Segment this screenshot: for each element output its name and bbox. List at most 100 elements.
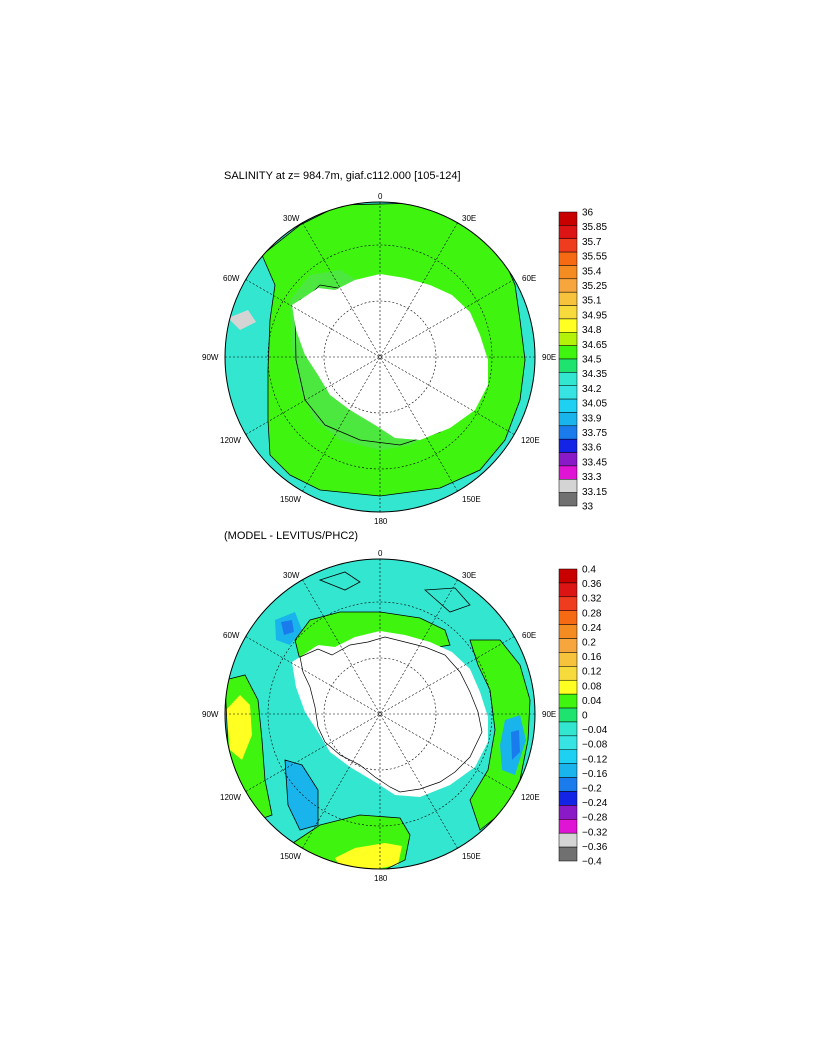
- top-colorbar-swatch: [558, 438, 578, 453]
- bottom-colorbar-swatch: [558, 749, 578, 764]
- bottom-colorbar-swatch: [558, 832, 578, 848]
- bottom-colorbar-swatch: [558, 582, 578, 598]
- bottom-colorbar-label: −0.32: [582, 827, 608, 838]
- bottom-colorbar: 0.4 0.36 0.32 0.28 0.24 0.2 0.16 0.12 0.08 0.04 0 −…: [558, 565, 608, 868]
- bottom-lon-labels: 0 30E 60E 90E 120E 150E 180 150W 120W 90…: [202, 549, 556, 883]
- top-lon-label: 150W: [280, 495, 301, 504]
- top-colorbar-label: 35.7: [582, 237, 602, 248]
- top-colorbar-swatch: [558, 305, 578, 320]
- top-colorbar-swatch: [558, 479, 578, 493]
- bottom-colorbar-swatch: [558, 735, 578, 751]
- bottom-map-border: [224, 558, 536, 870]
- top-colorbar-label: 35.55: [582, 252, 607, 263]
- bottom-colorbar-label: 0.32: [582, 594, 602, 605]
- bottom-lon-label: 150E: [462, 852, 481, 861]
- bottom-colorbar-label: 0.12: [582, 667, 602, 678]
- top-gray-patch: [228, 310, 256, 330]
- top-colorbar: 36 35.85 35.7 35.55 35.4 35.25 35.1 34.95 34.8 34…: [558, 208, 607, 513]
- bottom-lon-label: 30W: [283, 571, 300, 580]
- bottom-lon-label: 0: [378, 549, 383, 558]
- bottom-colorbar-label: −0.04: [582, 725, 608, 736]
- bottom-colorbar-label: 0.24: [582, 623, 602, 634]
- top-colorbar-label: 34.65: [582, 340, 607, 351]
- bottom-green-east: [470, 640, 530, 830]
- top-lon-label: 180: [374, 517, 388, 526]
- top-colorbar-label: 34.5: [582, 355, 602, 366]
- top-colorbar-label: 35.4: [582, 266, 602, 277]
- top-colorbar-swatch: [558, 452, 578, 467]
- bottom-lon-label: 90W: [202, 710, 219, 719]
- bottom-colorbar-swatch: [558, 763, 578, 778]
- bottom-colorbar-label: −0.24: [582, 798, 608, 809]
- top-lon-labels: 0 30E 60E 90E 120E 150E 180 150W 120W 90…: [202, 192, 556, 526]
- bottom-colorbar-label: 0.04: [582, 696, 602, 707]
- bottom-colorbar-label: 0: [582, 711, 588, 722]
- bottom-colorbar-label: 0.36: [582, 579, 602, 590]
- top-lon-label: 60W: [223, 274, 240, 283]
- top-colorbar-label: 35.1: [582, 296, 602, 307]
- bottom-colorbar-swatch: [558, 568, 578, 584]
- bottom-lon-label: 30E: [462, 571, 476, 580]
- top-colorbar-swatch: [558, 332, 578, 346]
- bottom-colorbar-swatch: [558, 805, 578, 820]
- top-lon-label: 30E: [462, 214, 476, 223]
- top-colorbar-swatch: [558, 492, 578, 507]
- bottom-colorbar-swatch: [558, 679, 578, 695]
- bottom-graticule: [225, 559, 535, 869]
- bottom-map-title: (MODEL - LEVITUS/PHC2): [224, 530, 359, 542]
- bottom-colorbar-swatch: [558, 707, 578, 723]
- bottom-colorbar-label: 0.08: [582, 681, 602, 692]
- top-lon-label: 120W: [220, 436, 241, 445]
- top-map-border: [224, 201, 536, 513]
- top-map-title: SALINITY at z= 984.7m, giaf.c112.000 [10…: [224, 170, 461, 182]
- bottom-yellow-west: [226, 695, 252, 760]
- top-colorbar-swatch: [558, 211, 578, 226]
- bottom-colorbar-label: −0.08: [582, 740, 608, 751]
- bottom-yellow-south: [335, 843, 402, 869]
- top-colorbar-swatch: [558, 265, 578, 280]
- top-lon-label: 60E: [522, 274, 536, 283]
- top-colorbar-label: 33.9: [582, 413, 602, 424]
- bottom-deep-blue-ne: [511, 730, 520, 760]
- bottom-colorbar-swatch: [558, 596, 578, 611]
- bottom-lon-label: 120E: [521, 793, 540, 802]
- top-colorbar-swatch: [558, 251, 578, 266]
- top-colorbar-label: 34.35: [582, 369, 607, 380]
- bottom-colorbar-swatch: [558, 638, 578, 653]
- bottom-colorbar-swatch: [558, 693, 578, 709]
- bottom-lon-label: 120W: [220, 793, 241, 802]
- top-colorbar-label: 36: [582, 208, 594, 219]
- top-graticule: [225, 202, 535, 512]
- top-colorbar-label: 34.05: [582, 399, 607, 410]
- top-colorbar-swatch: [558, 291, 578, 306]
- bottom-lon-label: 60E: [522, 631, 536, 640]
- top-colorbar-label: 35.25: [582, 281, 607, 292]
- top-lon-label: 150E: [462, 495, 481, 504]
- top-lon-label: 0: [378, 192, 383, 201]
- top-colorbar-label: 33.3: [582, 472, 602, 483]
- bottom-colorbar-swatch: [558, 624, 578, 639]
- top-colorbar-swatch: [558, 318, 578, 333]
- bottom-deep-blue-nw: [281, 620, 294, 635]
- bottom-colorbar-swatch: [558, 819, 578, 834]
- bottom-colorbar-swatch: [558, 666, 578, 681]
- top-lon-label: 90E: [542, 353, 556, 362]
- top-colorbar-swatch: [558, 345, 578, 360]
- bottom-lon-label: 180: [374, 874, 388, 883]
- bottom-lon-label: 150W: [280, 852, 301, 861]
- top-colorbar-label: 35.85: [582, 222, 607, 233]
- bottom-colorbar-swatch: [558, 610, 578, 625]
- top-colorbar-swatch: [558, 465, 578, 480]
- bottom-colorbar-label: −0.4: [582, 857, 602, 868]
- top-lon-label: 30W: [283, 214, 300, 223]
- top-colorbar-swatch: [558, 385, 578, 400]
- top-salinity-map: 0 30E 60E 90E 120E 150E 180 150W 120W 90…: [202, 192, 607, 526]
- bottom-colorbar-label: −0.2: [582, 784, 602, 795]
- top-colorbar-label: 34.95: [582, 310, 607, 321]
- bottom-colorbar-label: 0.4: [582, 565, 596, 576]
- bottom-colorbar-label: −0.12: [582, 754, 608, 765]
- bottom-colorbar-label: −0.28: [582, 813, 608, 824]
- top-lon-label: 90W: [202, 353, 219, 362]
- bottom-anomaly-map: 0 30E 60E 90E 120E 150E 180 150W 120W 90…: [202, 549, 608, 883]
- top-colorbar-label: 33.45: [582, 457, 607, 468]
